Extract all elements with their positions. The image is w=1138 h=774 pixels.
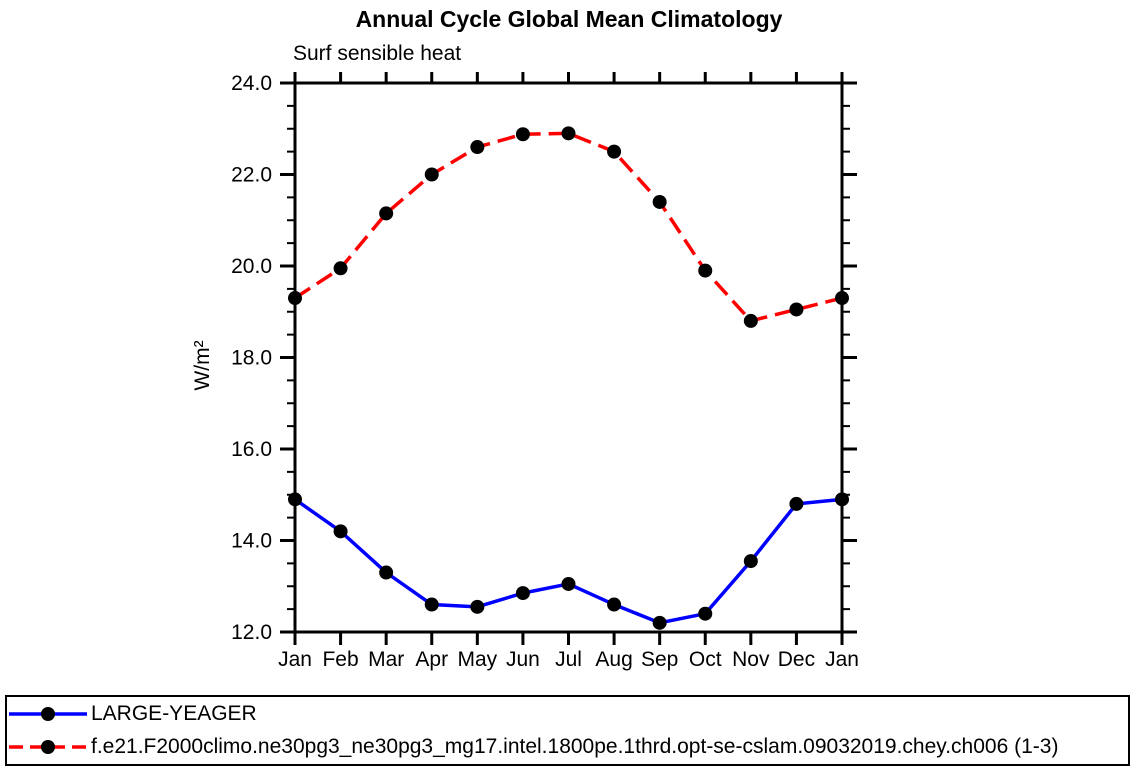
- data-point: [470, 140, 485, 155]
- x-axis-tick-label: Jul: [555, 648, 582, 671]
- y-axis-tick-label: 22.0: [231, 164, 272, 187]
- x-axis-tick-label: May: [457, 648, 497, 671]
- y-axis-tick-label: 20.0: [231, 255, 272, 278]
- data-point: [288, 492, 302, 507]
- data-point: [379, 206, 394, 221]
- data-point: [515, 586, 530, 601]
- legend-marker-1: [41, 740, 55, 755]
- y-axis-tick-label: 18.0: [231, 347, 272, 370]
- data-point: [288, 291, 302, 306]
- data-point: [607, 144, 622, 159]
- legend-item-model-run: f.e21.F2000climo.ne30pg3_ne30pg3_mg17.in…: [7, 731, 1128, 764]
- data-point: [789, 496, 804, 511]
- x-axis-tick-label: Dec: [778, 648, 815, 671]
- data-point: [424, 167, 439, 182]
- y-axis-tick-label: 24.0: [231, 72, 272, 95]
- y-axis-label: W/m²: [191, 340, 214, 390]
- data-point: [561, 126, 576, 141]
- y-axis-tick-label: 16.0: [231, 438, 272, 461]
- data-point: [743, 313, 758, 328]
- x-axis-tick-label: Oct: [689, 648, 722, 671]
- x-axis-tick-label: Mar: [368, 648, 404, 671]
- legend-marker-0: [41, 706, 55, 721]
- plot-area: Jan Feb Mar Apr May Jun Jul Aug Sep Oct Nov Dec Jan 1…: [191, 72, 859, 671]
- legend-label-1: f.e21.F2000climo.ne30pg3_ne30pg3_mg17.in…: [91, 735, 1059, 759]
- x-axis-tick-label: Jan: [278, 648, 312, 671]
- series-line-0: [293, 497, 843, 625]
- data-point: [379, 565, 394, 580]
- data-point: [470, 599, 485, 614]
- x-axis-tick-label: Apr: [415, 648, 448, 671]
- legend-box: LARGE-YEAGER f.e21.F2000climo.ne30pg3_ne…: [5, 695, 1130, 766]
- x-axis-tick-label: Feb: [322, 648, 358, 671]
- x-axis-tick-label: Jun: [506, 648, 540, 671]
- data-point: [835, 291, 849, 306]
- y-axis-tick-label: 12.0: [231, 621, 272, 644]
- x-axis-tick-label: Sep: [641, 648, 678, 671]
- legend-label-0: LARGE-YEAGER: [91, 701, 257, 725]
- data-point: [835, 492, 849, 507]
- data-point: [652, 194, 667, 209]
- y-axis-tick-label: 14.0: [231, 530, 272, 553]
- x-axis-tick-label: Jan: [825, 648, 859, 671]
- data-point: [789, 302, 804, 317]
- x-axis-tick-label: Nov: [732, 648, 770, 671]
- data-point: [561, 576, 576, 591]
- data-point: [607, 597, 622, 612]
- data-point: [698, 263, 713, 278]
- data-point: [333, 261, 348, 276]
- chart-subtitle: Surf sensible heat: [293, 42, 462, 65]
- data-point: [698, 606, 713, 621]
- legend-line-sample-0: [9, 706, 87, 721]
- data-point: [515, 127, 530, 142]
- data-point: [424, 597, 439, 612]
- legend-item-large-yeager: LARGE-YEAGER: [7, 697, 1128, 730]
- data-point: [652, 615, 667, 630]
- data-point: [743, 554, 758, 569]
- legend-line-sample-1: [9, 740, 87, 755]
- data-point: [333, 524, 348, 539]
- series-line-1: [294, 131, 843, 323]
- x-axis-tick-label: Aug: [595, 648, 632, 671]
- chart-title: Annual Cycle Global Mean Climatology: [355, 6, 783, 32]
